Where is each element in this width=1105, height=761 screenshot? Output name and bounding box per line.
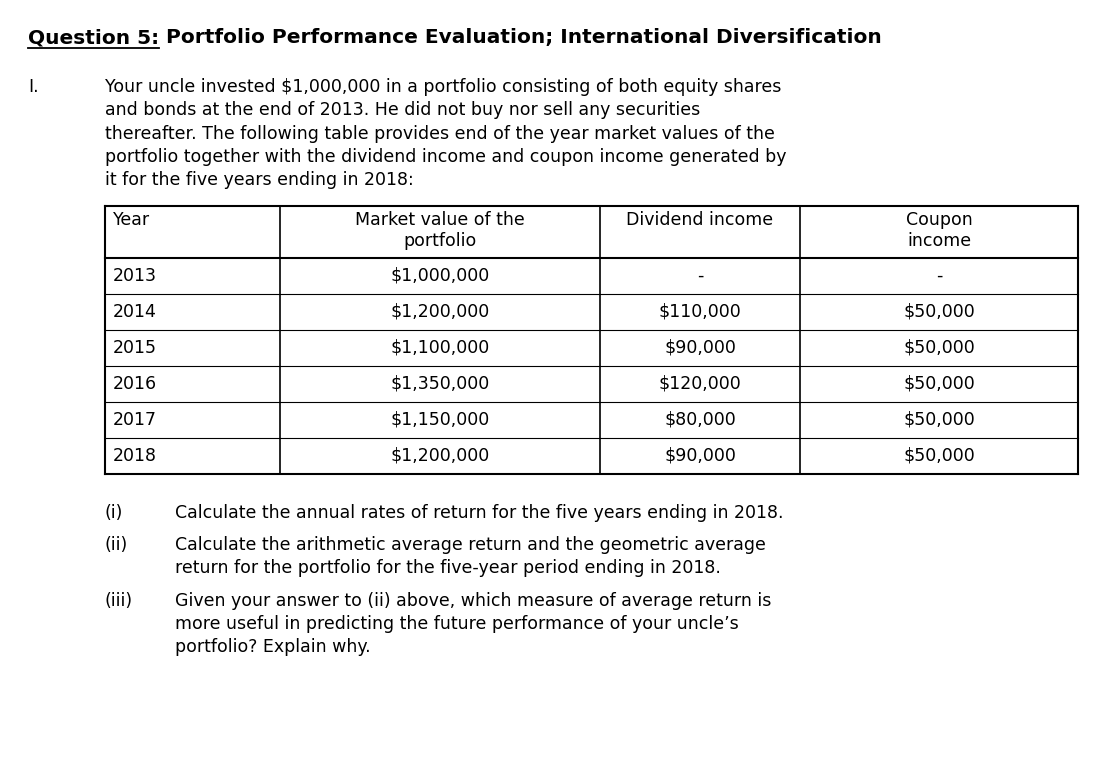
Text: $1,200,000: $1,200,000	[390, 303, 490, 321]
Text: $50,000: $50,000	[903, 411, 975, 428]
Text: $1,000,000: $1,000,000	[390, 267, 490, 285]
Text: 2014: 2014	[113, 303, 157, 321]
Text: Your uncle invested $1,000,000 in a portfolio consisting of both equity shares
a: Your uncle invested $1,000,000 in a port…	[105, 78, 787, 189]
Text: $50,000: $50,000	[903, 303, 975, 321]
Text: 2018: 2018	[113, 447, 157, 465]
Text: $110,000: $110,000	[659, 303, 741, 321]
Text: Question 5:: Question 5:	[28, 28, 159, 47]
Text: $120,000: $120,000	[659, 374, 741, 393]
Text: (iii): (iii)	[105, 591, 133, 610]
Text: 2016: 2016	[113, 374, 157, 393]
Text: Market value of the
portfolio: Market value of the portfolio	[355, 211, 525, 250]
Text: -: -	[936, 267, 943, 285]
Text: 2015: 2015	[113, 339, 157, 357]
Text: $1,350,000: $1,350,000	[390, 374, 490, 393]
Text: $90,000: $90,000	[664, 339, 736, 357]
Text: $1,100,000: $1,100,000	[390, 339, 490, 357]
Text: $80,000: $80,000	[664, 411, 736, 428]
Text: $50,000: $50,000	[903, 447, 975, 465]
Text: $50,000: $50,000	[903, 374, 975, 393]
Text: (ii): (ii)	[105, 536, 128, 554]
Text: $50,000: $50,000	[903, 339, 975, 357]
Text: (i): (i)	[105, 504, 124, 522]
Text: 2013: 2013	[113, 267, 157, 285]
Text: $90,000: $90,000	[664, 447, 736, 465]
Text: 2017: 2017	[113, 411, 157, 428]
Text: Portfolio Performance Evaluation; International Diversification: Portfolio Performance Evaluation; Intern…	[159, 28, 882, 47]
Text: Year: Year	[113, 211, 150, 229]
Text: Calculate the annual rates of return for the five years ending in 2018.: Calculate the annual rates of return for…	[175, 504, 783, 522]
Text: $1,200,000: $1,200,000	[390, 447, 490, 465]
Text: -: -	[697, 267, 703, 285]
Text: I.: I.	[28, 78, 39, 96]
Text: Calculate the arithmetic average return and the geometric average
return for the: Calculate the arithmetic average return …	[175, 536, 766, 577]
Text: Given your answer to (ii) above, which measure of average return is
more useful : Given your answer to (ii) above, which m…	[175, 591, 771, 656]
Text: Coupon
income: Coupon income	[906, 211, 972, 250]
Text: Dividend income: Dividend income	[627, 211, 774, 229]
Text: $1,150,000: $1,150,000	[390, 411, 490, 428]
